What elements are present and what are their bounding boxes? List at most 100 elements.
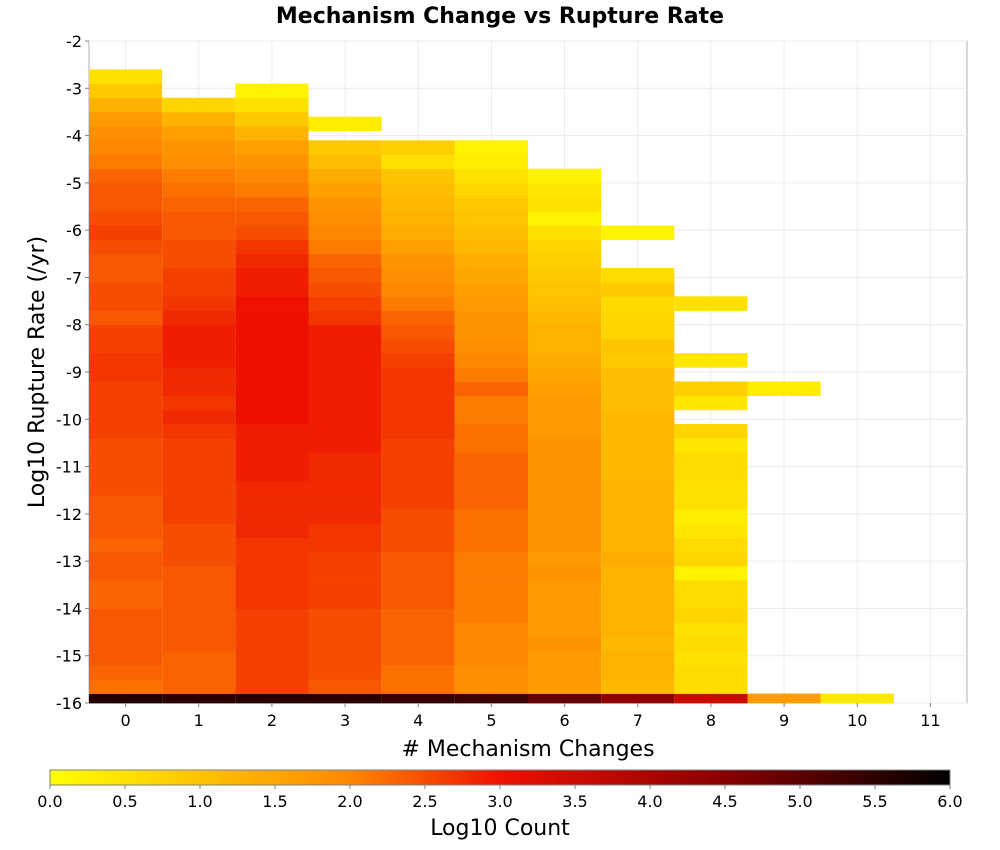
heatmap-cell — [162, 381, 236, 397]
heatmap-cell — [308, 381, 382, 397]
colorbar-tick-label: 2.5 — [412, 792, 437, 811]
heatmap-cell — [528, 197, 602, 212]
heatmap-cell — [162, 523, 236, 538]
heatmap-cell — [89, 197, 163, 212]
heatmap-cell — [89, 267, 163, 283]
heatmap-cell — [308, 409, 382, 425]
heatmap-cell — [454, 409, 528, 425]
heatmap-cell — [674, 381, 748, 397]
heatmap-cell — [381, 182, 455, 198]
x-tick-label: 1 — [194, 711, 204, 730]
heatmap-cell — [308, 324, 382, 340]
heatmap-cell — [162, 537, 236, 553]
heatmap-cell — [454, 239, 528, 255]
heatmap-cell — [747, 381, 821, 397]
heatmap-cell — [308, 116, 382, 132]
heatmap-cell — [235, 395, 309, 411]
x-tick-label: 8 — [706, 711, 716, 730]
heatmap-cell — [162, 565, 236, 581]
heatmap-cell — [89, 466, 163, 482]
heatmap-cell — [528, 452, 602, 467]
heatmap-cell — [235, 324, 309, 340]
heatmap-cell — [235, 693, 309, 704]
heatmap-cell — [308, 296, 382, 311]
heatmap-cell — [674, 679, 748, 694]
heatmap-cell — [162, 168, 236, 184]
heatmap-cell — [89, 168, 163, 184]
colorbar-tick-label: 2.0 — [337, 792, 362, 811]
heatmap-cell — [162, 267, 236, 283]
heatmap-cell — [674, 296, 748, 311]
heatmap-cell — [89, 310, 163, 326]
heatmap-cell — [381, 438, 455, 453]
heatmap-cell — [162, 310, 236, 326]
heatmap-cell — [381, 665, 455, 680]
heatmap-cell — [162, 693, 236, 704]
heatmap-cell — [601, 296, 675, 311]
colorbar — [49, 769, 951, 786]
heatmap-cell — [89, 338, 163, 354]
heatmap-cell — [601, 310, 675, 326]
heatmap-cell — [454, 509, 528, 524]
heatmap-cell — [162, 438, 236, 453]
x-axis-label: # Mechanism Changes — [401, 737, 654, 762]
heatmap-cell — [235, 438, 309, 453]
x-tick-label: 9 — [779, 711, 789, 730]
y-tick-label: -8 — [66, 316, 82, 335]
heatmap-cell — [162, 409, 236, 425]
heatmap-cell — [162, 424, 236, 439]
heatmap-cell — [528, 211, 602, 226]
heatmap-cell — [674, 424, 748, 439]
heatmap-cell — [528, 424, 602, 439]
heatmap-cell — [454, 296, 528, 311]
heatmap-cell — [89, 154, 163, 170]
heatmap-cell — [308, 168, 382, 184]
colorbar-tick-label: 5.5 — [862, 792, 887, 811]
heatmap-cell — [454, 608, 528, 624]
heatmap-cell — [235, 267, 309, 283]
heatmap-cell — [528, 551, 602, 567]
heatmap-cell — [381, 409, 455, 425]
heatmap-cell — [601, 267, 675, 283]
heatmap-cell — [235, 225, 309, 240]
heatmap-cell — [601, 395, 675, 411]
heatmap-cell — [89, 608, 163, 624]
heatmap-cell — [381, 679, 455, 694]
heatmap-cell — [89, 225, 163, 240]
heatmap-cell — [235, 182, 309, 198]
heatmap-cell — [162, 551, 236, 567]
x-tick-label: 0 — [120, 711, 130, 730]
heatmap-cell — [162, 239, 236, 255]
heatmap-cell — [674, 466, 748, 482]
heatmap-cell — [381, 452, 455, 467]
heatmap-cell — [601, 424, 675, 439]
heatmap-cell — [308, 537, 382, 553]
heatmap-cell — [528, 353, 602, 368]
y-tick-label: -6 — [66, 221, 82, 240]
heatmap-cell — [674, 622, 748, 638]
heatmap-cell — [454, 438, 528, 453]
heatmap-cell — [235, 310, 309, 326]
colorbar-tick-label: 3.0 — [487, 792, 512, 811]
heatmap-cell — [308, 282, 382, 297]
heatmap-cell — [89, 324, 163, 340]
heatmap-cell — [308, 338, 382, 354]
heatmap-cell — [454, 636, 528, 652]
heatmap-cell — [454, 693, 528, 704]
heatmap-cell — [674, 580, 748, 595]
heatmap-cell — [89, 126, 163, 141]
heatmap-cell — [381, 310, 455, 326]
heatmap-cell — [89, 594, 163, 609]
heatmap-cell — [162, 324, 236, 340]
x-tick-label: 11 — [920, 711, 940, 730]
colorbar-tick-label: 1.0 — [187, 792, 212, 811]
heatmap-cell — [381, 636, 455, 652]
heatmap-cell — [162, 338, 236, 354]
heatmap-cell — [89, 353, 163, 368]
heatmap-cell — [454, 452, 528, 467]
heatmap-cell — [674, 353, 748, 368]
heatmap-cell — [162, 452, 236, 467]
heatmap-cell — [528, 338, 602, 354]
heatmap-cell — [89, 438, 163, 453]
heatmap-cell — [89, 494, 163, 510]
